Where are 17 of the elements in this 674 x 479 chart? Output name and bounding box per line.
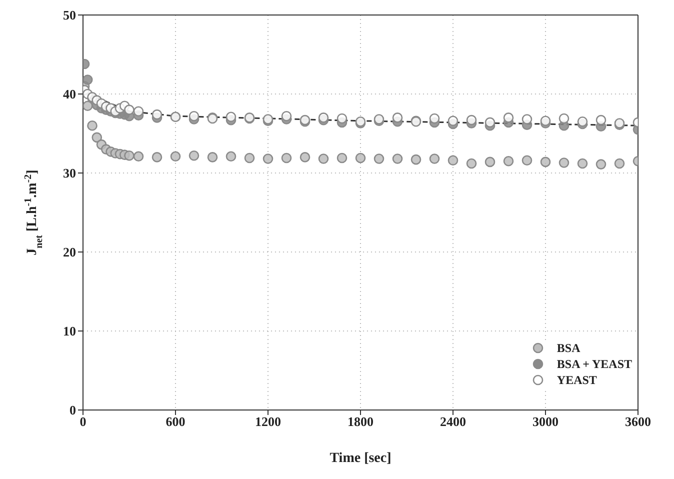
x-tick-label: 3600 (625, 414, 651, 430)
x-tick-label: 600 (166, 414, 186, 430)
x-tick-label: 2400 (440, 414, 466, 430)
x-tick-label: 1800 (348, 414, 374, 430)
y-tick-label: 50 (63, 8, 76, 23)
legend-label: BSA (556, 340, 580, 356)
legend-label: BSA + YEAST (556, 356, 632, 372)
y-tick-label: 20 (63, 244, 76, 260)
x-tick-label: 3000 (532, 414, 558, 430)
y-tick-label: 40 (63, 86, 76, 102)
legend-label: YEAST (556, 372, 597, 388)
x-axis-title: Time [sec] (330, 451, 392, 466)
y-tick-label: 10 (63, 324, 76, 339)
y-tick-label: 0 (70, 402, 76, 418)
x-tick-label: 1200 (255, 414, 281, 430)
x-tick-label: 0 (80, 414, 86, 430)
y-tick-label: 30 (63, 166, 76, 181)
